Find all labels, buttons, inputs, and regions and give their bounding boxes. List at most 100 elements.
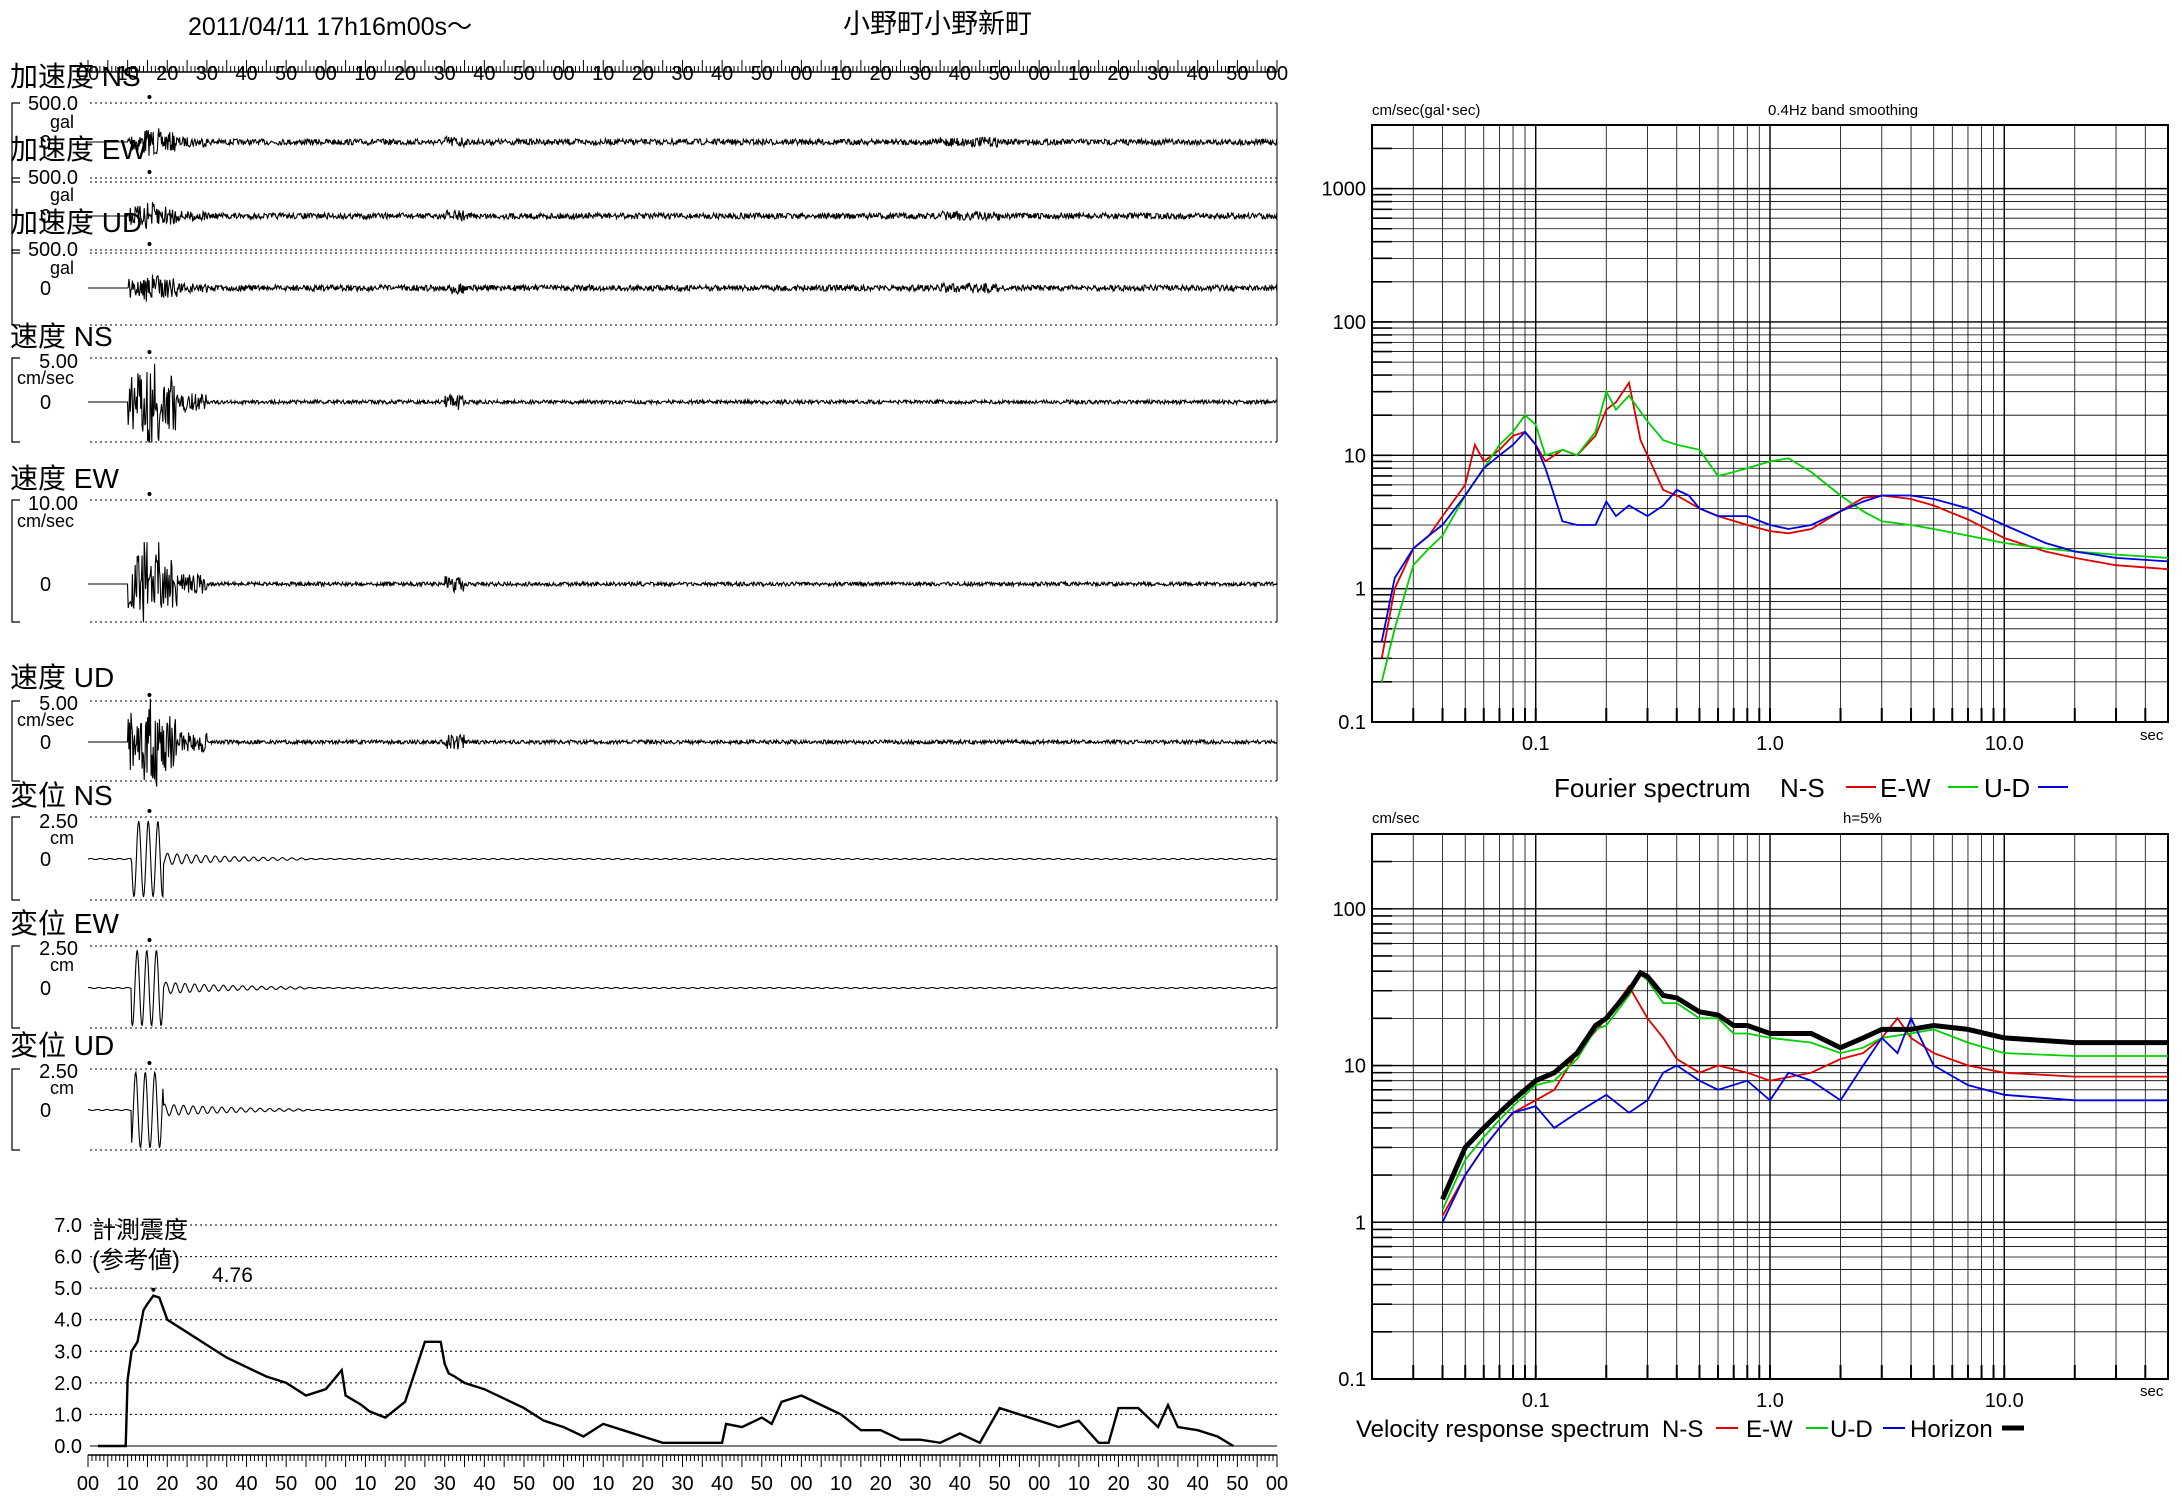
time-tick-label: 40: [1187, 63, 1209, 85]
spectrum-y-tick: 10: [1344, 1056, 1366, 1078]
waveform-scale: 2.50: [39, 938, 78, 960]
waveform-label: 変位 UD: [10, 1030, 114, 1061]
spectrum-x-tick: 0.1: [1522, 733, 1550, 755]
response-legend-ns: N-S: [1662, 1416, 1703, 1443]
time-tick-label: 00: [1266, 63, 1288, 85]
panel-bracket: [11, 700, 20, 782]
spectrum-x-tick: 1.0: [1756, 733, 1784, 755]
spectrum-y-tick: 1000: [1322, 179, 1367, 201]
waveform-label: 加速度 NS: [10, 61, 141, 92]
time-tick-label: 00: [77, 1473, 99, 1495]
waveform-scale: 2.50: [39, 811, 78, 833]
fourier-smoothing-note: 0.4Hz band smoothing: [1768, 102, 1918, 119]
spectrum-series-n-s: [1380, 380, 2169, 659]
peak-marker: [147, 492, 152, 496]
peak-marker: [147, 170, 152, 174]
time-tick-label: 20: [394, 1473, 416, 1495]
waveform-trace: [88, 363, 1278, 443]
time-tick-label: 00: [315, 63, 337, 85]
response-legend-ew: E-W: [1746, 1416, 1793, 1443]
intensity-y-tick: 7.0: [54, 1215, 82, 1237]
intensity-title: 計測震度: [92, 1217, 188, 1244]
waveform-unit: cm: [50, 955, 74, 975]
intensity-series: [97, 1294, 1235, 1448]
spectrum-x-tick: 10.0: [1985, 733, 2024, 755]
time-tick-label: 00: [1028, 1473, 1050, 1495]
intensity-peak-marker: [151, 1287, 156, 1292]
time-tick-label: 20: [156, 1473, 178, 1495]
velocity-response-panel: cm/sec h=5% sec Velocity response spectr…: [1333, 810, 2169, 1443]
time-tick-label: 10: [830, 63, 852, 85]
time-tick-label: 10: [117, 1473, 139, 1495]
panel-bracket: [11, 1068, 20, 1151]
time-tick-label: 30: [1147, 1473, 1169, 1495]
waveform-zero: 0: [40, 732, 51, 754]
time-tick-label: 10: [592, 1473, 614, 1495]
time-tick-label: 30: [909, 1473, 931, 1495]
waveform-zero: 0: [40, 849, 51, 871]
time-tick-label: 50: [1226, 63, 1248, 85]
time-tick-label: 00: [1266, 1473, 1288, 1495]
time-tick-label: 10: [592, 63, 614, 85]
time-tick-label: 50: [513, 63, 535, 85]
spectrum-series-e-w: [1380, 389, 2169, 683]
time-tick-label: 20: [870, 63, 892, 85]
time-tick-label: 00: [315, 1473, 337, 1495]
time-tick-label: 10: [1068, 1473, 1090, 1495]
peak-marker: [147, 95, 152, 99]
waveform-unit: cm: [50, 828, 74, 848]
time-tick-label: 50: [751, 63, 773, 85]
spectrum-y-tick: 100: [1333, 312, 1366, 334]
intensity-y-tick: 5.0: [54, 1278, 82, 1300]
time-tick-label: 30: [196, 1473, 218, 1495]
time-tick-label: 10: [354, 63, 376, 85]
intensity-y-tick: 0.0: [54, 1436, 82, 1458]
panel-bracket: [11, 249, 20, 326]
waveform-trace: [88, 202, 1278, 229]
intensity-y-tick: 1.0: [54, 1404, 82, 1426]
time-tick-label: 40: [473, 1473, 495, 1495]
time-tick-label: 40: [949, 63, 971, 85]
time-tick-label: 10: [117, 63, 139, 85]
waveform-scale: 5.00: [39, 693, 78, 715]
time-tick-label: 30: [434, 1473, 456, 1495]
top-time-axis: 00 10 20 30 40 50 00 10 20 30 40 50 00 10 20 30 40 50 00 10…: [77, 60, 1288, 85]
waveform-label: 加速度 EW: [10, 134, 147, 165]
time-tick-label: 50: [751, 1473, 773, 1495]
waveform-trace: [88, 698, 1278, 787]
waveform-scale: 10.00: [28, 493, 78, 515]
time-tick-label: 00: [77, 63, 99, 85]
response-unit-label: cm/sec: [1372, 810, 1420, 827]
time-tick-label: 20: [394, 63, 416, 85]
time-tick-label: 20: [632, 1473, 654, 1495]
spectrum-series-u-d: [1441, 1016, 2168, 1223]
intensity-subtitle: (参考値): [92, 1247, 180, 1274]
panel-bracket: [11, 357, 20, 443]
intensity-y-tick: 3.0: [54, 1341, 82, 1363]
waveform-label: 速度 EW: [10, 463, 119, 494]
waveform-scale: 5.00: [39, 351, 78, 373]
spectrum-x-tick: 0.1: [1522, 1390, 1550, 1412]
waveform-trace: [88, 274, 1278, 302]
peak-marker: [147, 1061, 152, 1065]
time-tick-label: 50: [513, 1473, 535, 1495]
record-datetime: 2011/04/11 17h16m00s〜: [188, 13, 472, 41]
waveform-unit: cm/sec: [17, 710, 74, 730]
waveform-label: 加速度 UD: [10, 207, 142, 238]
time-tick-label: 20: [1107, 63, 1129, 85]
waveform-zero: 0: [40, 978, 51, 1000]
waveform-trace: [87, 1070, 1277, 1150]
time-tick-label: 20: [156, 63, 178, 85]
time-tick-label: 00: [790, 63, 812, 85]
spectrum-y-tick: 1: [1355, 579, 1366, 601]
waveform-unit: cm: [50, 1078, 74, 1098]
response-legend-title: Velocity response spectrum: [1356, 1416, 1649, 1443]
panel-bracket: [11, 177, 20, 254]
